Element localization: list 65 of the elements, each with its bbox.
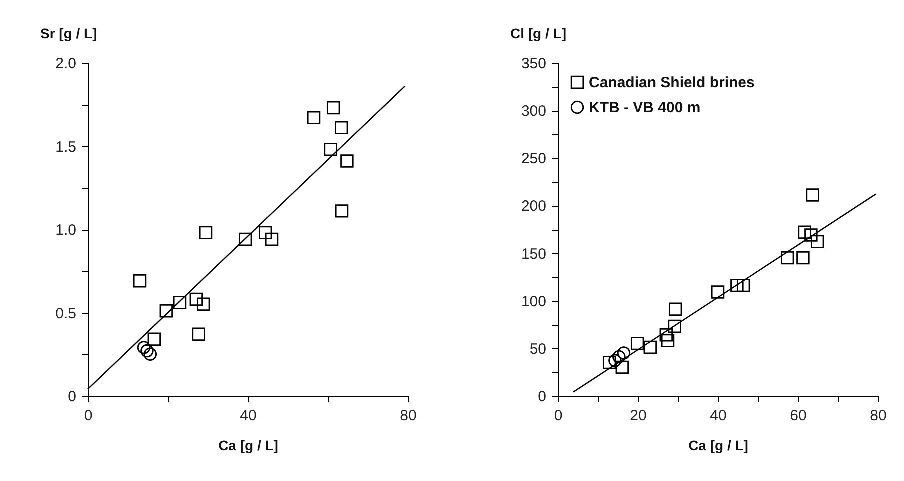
point <box>668 302 682 316</box>
point <box>780 251 794 265</box>
point <box>335 204 349 218</box>
point <box>133 274 147 288</box>
point <box>806 188 820 202</box>
y-tick-label: 1.5 <box>56 138 76 156</box>
legend-label: Canadian Shield brines <box>589 74 755 92</box>
point <box>630 337 644 350</box>
point <box>340 154 354 168</box>
point <box>137 341 151 354</box>
y-axis-title: Cl [g / L] <box>510 26 566 42</box>
point <box>617 346 631 360</box>
point <box>196 298 210 312</box>
text: 2.0 <box>56 56 76 72</box>
point <box>144 348 158 361</box>
y-tick-label: 150 <box>521 246 546 263</box>
x-axis-title: Ca [g / L] <box>218 438 278 454</box>
y-tick-label: 50 <box>530 340 546 358</box>
y-axis-title: Sr [g / L] <box>40 26 98 42</box>
text: 1.0 <box>56 222 76 239</box>
point <box>307 111 321 125</box>
point <box>730 279 744 292</box>
point <box>173 296 187 310</box>
point <box>192 328 206 342</box>
x-axis-title: Ca [g / L] <box>688 438 748 454</box>
y-tick-label: 0 <box>68 388 76 406</box>
point <box>668 320 682 334</box>
y-tick-label: 350 <box>521 56 546 72</box>
legend-label: KTB - VB 400 m <box>589 100 701 116</box>
point <box>804 228 818 242</box>
x-tick-label: 40 <box>710 408 727 424</box>
x-tick-label: 60 <box>790 408 807 424</box>
point <box>148 332 162 346</box>
point <box>736 279 750 292</box>
point <box>324 142 338 156</box>
x-tick-label: 80 <box>400 408 417 424</box>
point <box>160 304 174 318</box>
y-tick-label: 0 <box>538 388 546 406</box>
point <box>798 226 812 239</box>
point <box>140 344 154 358</box>
x-tick-label: 0 <box>84 408 93 424</box>
point <box>796 251 810 265</box>
point <box>326 101 340 115</box>
point <box>190 292 204 306</box>
point <box>810 235 824 248</box>
x-tick-label: 80 <box>870 408 887 424</box>
point <box>616 360 630 374</box>
point <box>334 121 348 135</box>
x-tick-label: 20 <box>630 408 647 424</box>
point <box>602 356 616 370</box>
point <box>265 232 279 246</box>
point <box>644 340 658 354</box>
y-tick-label: 300 <box>521 103 546 120</box>
point <box>258 226 272 240</box>
y-tick-label: 200 <box>521 198 546 216</box>
y-tick-label: 250 <box>521 150 546 168</box>
y-tick-label: 100 <box>521 293 546 310</box>
point <box>661 334 675 348</box>
y-tick-label: 0.5 <box>56 305 76 322</box>
point <box>199 226 213 240</box>
x-tick-label: 0 <box>554 408 563 424</box>
x-tick-label: 40 <box>240 408 257 424</box>
point <box>238 232 252 246</box>
point <box>711 286 725 299</box>
point <box>660 328 674 342</box>
